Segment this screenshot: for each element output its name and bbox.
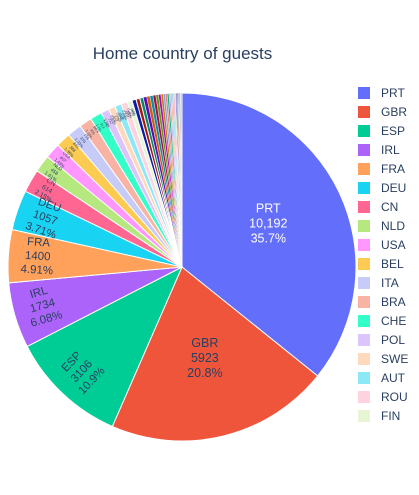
legend-item-nld[interactable]: NLD [358,216,408,235]
legend-swatch [358,200,370,213]
legend-label: ESP [381,123,406,138]
slice-label-fin: FIN1280.45% [126,105,141,118]
legend-swatch [358,409,370,422]
legend-item-bel[interactable]: BEL [358,254,408,273]
legend-label: NLD [381,218,406,233]
legend-swatch [358,371,370,384]
legend-swatch [358,105,370,118]
slice-label-prt: PRT 10,192 35.7% [249,202,287,246]
legend-label: BEL [381,256,404,271]
legend-item-bra[interactable]: BRA [358,292,408,311]
legend-swatch [358,219,370,232]
legend-label: PRT [381,85,405,100]
slice-label-bra: BRA3361.18% [84,124,100,140]
slice-label-gbr: GBR 5923 20.8% [187,336,222,380]
legend-item-swe[interactable]: SWE [358,349,408,368]
legend-item-aut[interactable]: AUT [358,368,408,387]
legend-swatch [358,295,370,308]
legend-item-esp[interactable]: ESP [358,121,408,140]
legend-swatch [358,352,370,365]
slice-label-che: CHE3131.1% [95,119,110,132]
legend-label: USA [381,237,406,252]
legend-swatch [358,143,370,156]
legend-item-che[interactable]: CHE [358,311,408,330]
legend-swatch [358,238,370,251]
slice-label-usa: USA4071.43% [53,149,72,169]
legend-swatch [358,390,370,403]
slice-label-swe: SWE1790.63% [109,111,124,125]
pie-slice-prt [181,92,357,377]
legend-label: FRA [381,161,405,176]
legend-swatch [358,314,370,327]
slice-label-pol: POL2120.74% [103,114,119,128]
legend-label: CN [381,199,399,214]
legend-item-ita[interactable]: ITA [358,273,408,292]
legend-swatch [358,257,370,270]
legend-label: BRA [381,294,406,309]
legend-swatch [358,124,370,137]
legend: PRT GBR ESP IRL FRA DEU CN NLD USA BEL ITA BRA CHE PO… [358,83,408,425]
pie-slice-esp [26,265,184,428]
legend-label: FIN [381,408,401,423]
legend-item-fra[interactable]: FRA [358,159,408,178]
pie-slice-gbr [111,266,319,442]
legend-label: AUT [381,370,405,385]
slice-label-fra: FRA14004.91% [20,236,55,278]
legend-item-rou[interactable]: ROU [358,387,408,406]
legend-swatch [358,181,370,194]
slice-label-rou: ROU1670.59% [121,107,136,120]
legend-item-pol[interactable]: POL [358,330,408,349]
legend-label: CHE [381,313,407,328]
slice-label-bel: BEL3881.36% [63,139,82,158]
legend-swatch [358,162,370,175]
legend-label: GBR [381,104,408,119]
chart-title: Home country of guests [92,44,273,63]
legend-swatch [358,276,370,289]
legend-label: ITA [381,275,399,290]
legend-label: DEU [381,180,407,195]
legend-item-irl[interactable]: IRL [358,140,408,159]
legend-item-prt[interactable]: PRT [358,83,408,102]
legend-item-deu[interactable]: DEU [358,178,408,197]
legend-item-gbr[interactable]: GBR [358,102,408,121]
legend-swatch [358,86,370,99]
slice-label-aut: AUT1780.62% [115,109,130,123]
legend-label: POL [381,332,406,347]
slice-label-ita: ITA3791.33% [74,131,93,149]
legend-label: IRL [381,142,400,157]
legend-item-cn[interactable]: CN [358,197,408,216]
legend-label: ROU [381,389,408,404]
legend-label: SWE [381,351,409,366]
legend-item-usa[interactable]: USA [358,235,408,254]
legend-item-fin[interactable]: FIN [358,406,408,425]
legend-swatch [358,333,370,346]
